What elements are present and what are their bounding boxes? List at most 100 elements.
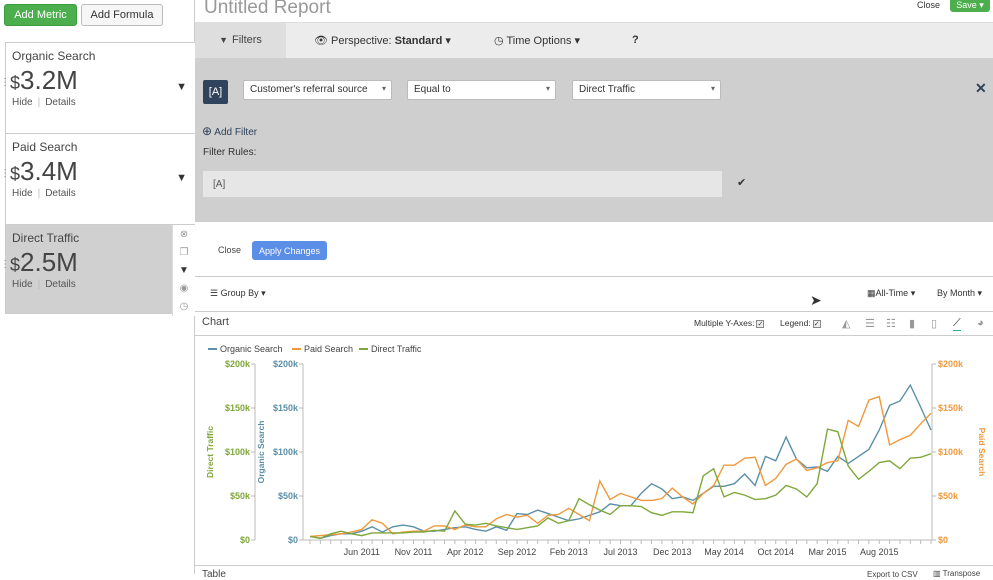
x-tick-label: May 2014 (704, 547, 744, 557)
axis-title: Organic Search (256, 421, 266, 484)
calendar-icon: ▦ (867, 288, 876, 298)
eye-icon[interactable]: ◉ (179, 283, 189, 295)
area-chart-icon[interactable]: ◭ (842, 318, 851, 330)
tab-perspective[interactable]: 👁︎ Perspective: Standard ▾ (314, 35, 451, 47)
metrics-panel: Add Metric Add Formula ⋮ Organic Search … (0, 0, 195, 574)
checkbox[interactable]: ✓ (756, 319, 765, 328)
legend-item: Paid Search (304, 344, 353, 354)
checkbox[interactable]: ✓ (812, 319, 821, 328)
column-chart-icon[interactable]: ▮ (909, 318, 916, 330)
y-tick-label: $100k (225, 447, 251, 457)
x-tick-label: Jun 2011 (344, 547, 380, 557)
y-tick-label: $150k (273, 403, 299, 413)
legend-item: Direct Traffic (371, 344, 422, 354)
y-tick-label: $100k (273, 447, 299, 457)
metric-value: $3.2M (10, 65, 78, 95)
metric-value: $2.5M (10, 247, 78, 277)
metric-value: $3.4M (10, 156, 78, 186)
clock-icon[interactable]: ◷ (179, 301, 189, 313)
date-range-dropdown[interactable]: ▦All-Time ▾ (867, 288, 916, 298)
y-tick-label: $0 (938, 535, 948, 545)
line-chart-icon[interactable]: ⟋ (953, 317, 961, 331)
x-tick-label: Mar 2015 (808, 547, 846, 557)
interval-dropdown[interactable]: By Month ▾ (937, 288, 983, 298)
drag-handle-icon[interactable]: ⋮ (0, 259, 10, 270)
line-chart: $0 $50k $100k $150k $200k $0 $50k $100k $150k $20… (205, 344, 987, 557)
metric-actions: ⊗ ❐ ▼ ◉ ◷ (172, 225, 195, 316)
multiple-y-axes-toggle[interactable]: Multiple Y-Axes: ✓ (694, 318, 765, 328)
close-report-link[interactable]: Close (917, 0, 941, 10)
cursor-icon: ➤ (810, 292, 822, 308)
y-tick-label: $50k (938, 491, 959, 501)
y-tick-label: $150k (225, 403, 251, 413)
details-link[interactable]: Details (45, 97, 76, 108)
apply-changes-button[interactable]: Apply Changes (252, 241, 327, 260)
horizontal-bar-icon[interactable]: ☷ (886, 318, 896, 330)
field-select[interactable]: Customer's referral source ▾ (243, 80, 392, 100)
x-tick-label: Apr 2012 (447, 547, 484, 557)
divider (195, 276, 993, 277)
series-line-organic-search (309, 383, 932, 539)
tab-filters[interactable]: ▼ Filters (195, 22, 286, 58)
group-by-dropdown[interactable]: ☰ Group By ▾ (210, 288, 266, 298)
save-button[interactable]: Save ▾ (950, 0, 990, 12)
x-tick-label: Nov 2011 (395, 547, 433, 557)
y-tick-label: $200k (273, 359, 299, 369)
duplicate-icon[interactable]: ❐ (179, 246, 189, 258)
hide-link[interactable]: Hide (12, 97, 33, 108)
metric-card-paid-search[interactable]: ⋮ Paid Search $3.4M Hide | Details ▼ (0, 133, 195, 224)
add-filter-link[interactable]: ⊕ Add Filter (202, 124, 258, 138)
axis-title: Direct Traffic (205, 426, 215, 478)
eye-icon: 👁︎ (314, 35, 332, 47)
operator-select[interactable]: Equal to ▾ (407, 80, 556, 100)
divider (195, 335, 993, 336)
add-metric-button[interactable]: Add Metric (4, 4, 77, 26)
check-icon[interactable]: ✔ (737, 177, 747, 189)
x-tick-label: Feb 2013 (550, 547, 588, 557)
plus-circle-icon: ⊕ (202, 124, 213, 138)
legend-toggle[interactable]: Legend: ✓ (780, 318, 821, 328)
close-filter-button[interactable]: Close (218, 245, 242, 255)
remove-icon[interactable]: ⊗ (179, 228, 189, 240)
details-link[interactable]: Details (45, 279, 76, 290)
details-link[interactable]: Details (45, 188, 76, 199)
chevron-down-icon: ▾ (545, 84, 550, 93)
y-tick-label: $200k (938, 359, 964, 369)
filter-icon: ▼ (219, 35, 228, 45)
filter-icon[interactable]: ▼ (176, 81, 187, 93)
filter-icon[interactable]: ▼ (176, 172, 187, 184)
hide-link[interactable]: Hide (12, 279, 33, 290)
hide-link[interactable]: Hide (12, 188, 33, 199)
filter-icon[interactable]: ▼ (179, 264, 189, 276)
drag-handle-icon[interactable]: ⋮ (0, 77, 10, 88)
help-tab[interactable]: ? (632, 34, 639, 46)
tab-time-options[interactable]: ◷ Time Options ▾ (494, 35, 581, 47)
chart-section-title: Chart (202, 316, 229, 328)
add-formula-button[interactable]: Add Formula (81, 4, 163, 26)
y-tick-label: $50k (278, 491, 299, 501)
y-tick-label: $50k (230, 491, 251, 501)
filter-rules-label: Filter Rules: (203, 147, 257, 158)
metric-card-direct-traffic[interactable]: ⋮ Direct Traffic $2.5M Hide | Details ⊗ ❐ … (0, 224, 195, 316)
remove-filter-icon[interactable]: ✕ (975, 80, 987, 96)
y-tick-label: $150k (938, 403, 964, 413)
x-tick-label: Oct 2014 (757, 547, 794, 557)
metric-name: Direct Traffic (12, 231, 80, 245)
divider (195, 565, 993, 566)
y-tick-label: $100k (938, 447, 964, 457)
stacked-column-icon[interactable]: ▯ (931, 318, 938, 330)
series-line-paid-search (309, 395, 932, 538)
filter-rules-input[interactable]: [A] (203, 171, 722, 197)
x-tick-label: Jul 2013 (603, 547, 637, 557)
metric-name: Organic Search (12, 49, 96, 63)
report-title[interactable]: Untitled Report (204, 0, 331, 18)
pie-chart-icon[interactable]: ◕ (977, 317, 984, 329)
y-tick-label: $0 (288, 535, 298, 545)
stacked-bar-icon[interactable]: ☰ (865, 318, 875, 330)
series-line-direct-traffic (309, 428, 932, 539)
export-csv-link[interactable]: Export to CSV (867, 570, 918, 579)
value-select[interactable]: Direct Traffic ▾ (572, 80, 721, 100)
drag-handle-icon[interactable]: ⋮ (0, 168, 10, 179)
metric-card-organic-search[interactable]: ⋮ Organic Search $3.2M Hide | Details ▼ (0, 42, 195, 133)
tab-bar (195, 22, 993, 58)
